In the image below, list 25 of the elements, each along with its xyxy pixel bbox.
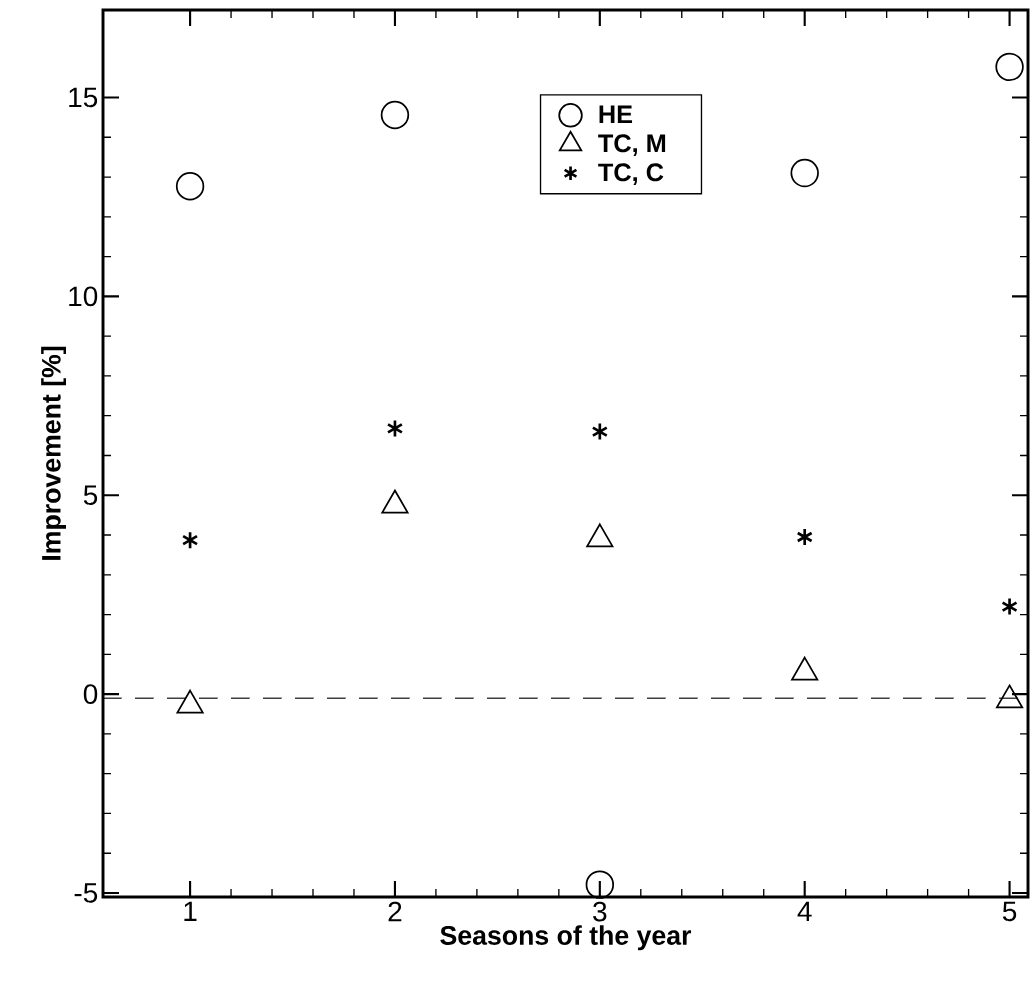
point (585, 870, 615, 899)
point (591, 422, 609, 441)
x-tick-label: 2 (388, 901, 402, 922)
point (175, 171, 205, 201)
y-axis-title: Improvement [%] (41, 346, 67, 560)
legend-label: TC, M (598, 134, 666, 156)
x-tick-label: 1 (184, 901, 197, 921)
x-tick-label: 5 (1002, 901, 1017, 922)
legend-label: HE (599, 105, 633, 124)
point (790, 158, 819, 188)
y-tick-label: 0 (83, 684, 98, 705)
point (386, 419, 404, 438)
legend-label: TC, C (598, 163, 664, 185)
point (181, 530, 199, 550)
point (796, 527, 813, 547)
x-tick-label: 4 (797, 901, 812, 921)
x-tick-label: 3 (593, 901, 607, 922)
y-tick-label: 15 (69, 87, 98, 108)
point (1001, 597, 1018, 616)
x-axis-title: Seasons of the year (440, 925, 692, 951)
point (380, 100, 410, 130)
point (995, 52, 1024, 82)
y-tick-label: -5 (74, 883, 98, 903)
y-tick-label: 5 (83, 485, 98, 506)
y-tick-label: 10 (69, 286, 98, 307)
